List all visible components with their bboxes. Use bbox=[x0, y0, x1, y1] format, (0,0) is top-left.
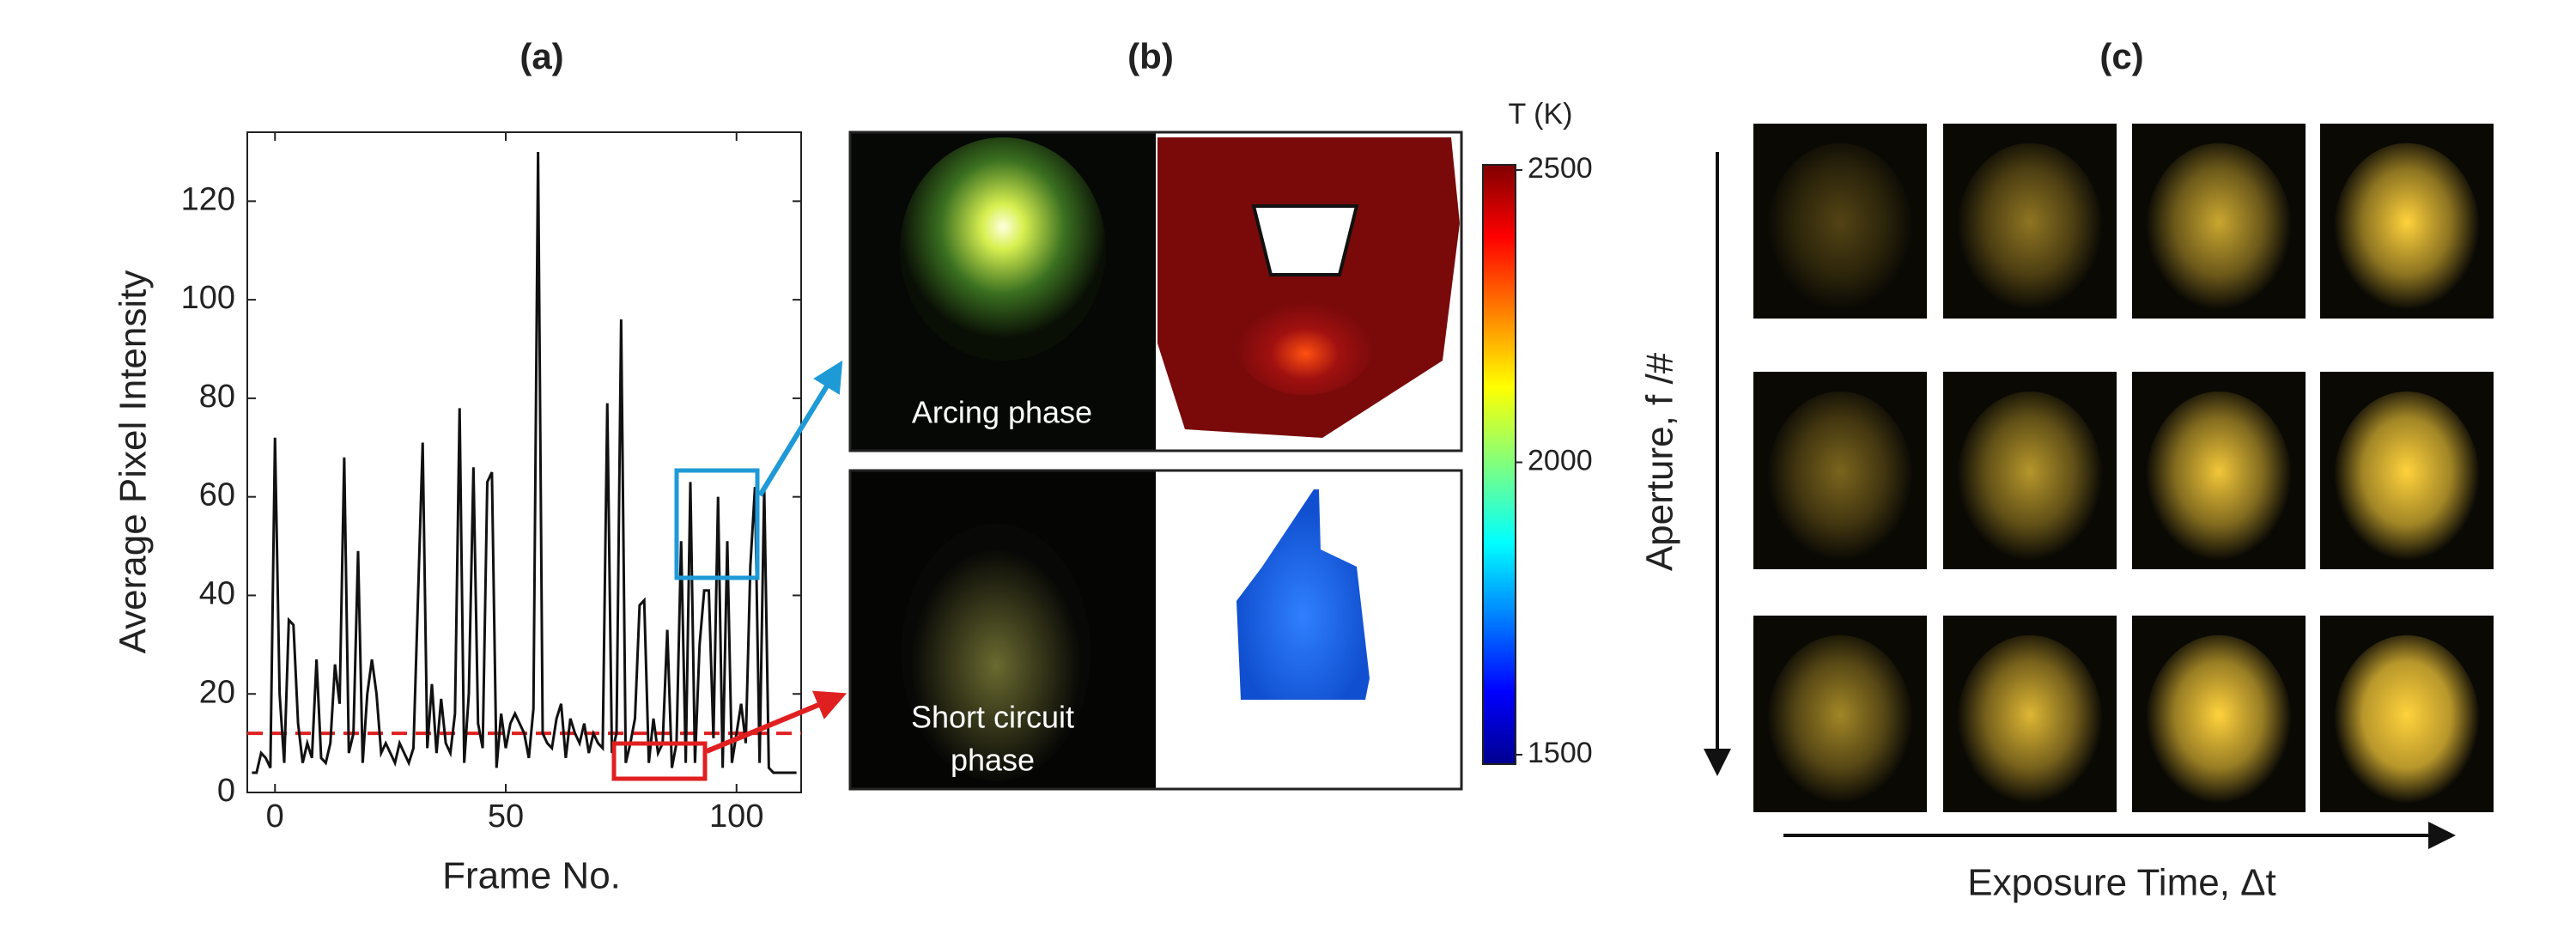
panel-title: (c) bbox=[2099, 36, 2143, 76]
image-label: Arcing phase bbox=[912, 395, 1092, 430]
image bbox=[1767, 634, 1913, 812]
image bbox=[2334, 634, 2480, 812]
image bbox=[1157, 137, 1460, 438]
image bbox=[2146, 392, 2292, 569]
arrow bbox=[757, 360, 843, 497]
colorbar-title: T (K) bbox=[1509, 98, 1573, 131]
image-label: Short circuit bbox=[911, 700, 1074, 735]
colorbar-tick-label: 2000 bbox=[1528, 444, 1593, 477]
colorbar-tick-label: 2500 bbox=[1528, 152, 1593, 185]
y-tick-label: 60 bbox=[199, 477, 235, 513]
image bbox=[1767, 143, 1913, 319]
image-frame bbox=[848, 131, 1463, 452]
image bbox=[2334, 143, 2480, 319]
y-tick-label: 0 bbox=[217, 773, 235, 809]
line bbox=[252, 151, 797, 774]
panel-b: (b) Arcing phase Short circuit phase T (… bbox=[705, 36, 1573, 791]
image bbox=[1236, 292, 1374, 395]
y-axis-label: Aperture, f /# bbox=[1639, 352, 1681, 571]
y-tick-label: 80 bbox=[199, 379, 235, 415]
image bbox=[2146, 634, 2292, 812]
image bbox=[900, 137, 1106, 361]
image-label: phase bbox=[951, 743, 1035, 778]
x-axis-label: Exposure Time, Δt bbox=[1967, 862, 2276, 904]
plot-frame bbox=[246, 131, 802, 793]
panel-title: (a) bbox=[519, 36, 563, 76]
arrow bbox=[705, 690, 848, 754]
highlight-box bbox=[674, 468, 760, 580]
panel-a: (a) Average Pixel Intensity Frame No. bbox=[112, 36, 802, 897]
colorbar bbox=[1482, 164, 1516, 765]
image bbox=[1957, 143, 2103, 319]
image bbox=[1957, 392, 2103, 569]
image bbox=[1767, 392, 1913, 569]
image bbox=[2146, 143, 2292, 319]
y-tick-label: 40 bbox=[199, 575, 235, 611]
y-axis-label: Average Pixel Intensity bbox=[112, 270, 155, 654]
x-tick-label: 50 bbox=[488, 798, 524, 835]
image bbox=[2334, 392, 2480, 569]
image bbox=[1236, 489, 1370, 700]
highlight-box bbox=[611, 741, 708, 781]
image bbox=[902, 524, 1091, 781]
image bbox=[1251, 204, 1359, 276]
x-tick-label: 100 bbox=[709, 798, 763, 835]
chart-a: 0 20 40 60 80 100 120 0 50 100 bbox=[181, 132, 801, 835]
panel-title: (b) bbox=[1127, 36, 1174, 76]
x-tick-label: 0 bbox=[266, 798, 284, 835]
x-axis-label: Frame No. bbox=[442, 855, 621, 897]
y-tick-label: 100 bbox=[181, 280, 235, 316]
y-tick-label: 120 bbox=[181, 181, 235, 217]
colorbar-tick-label: 1500 bbox=[1528, 737, 1593, 769]
colorbar-ticks: 1500 2000 2500 bbox=[1516, 152, 1593, 769]
image-grid bbox=[1753, 124, 2494, 812]
panel-c: (c) Aperture, f /# Exposure Time, Δt bbox=[1639, 36, 2494, 904]
image bbox=[1957, 634, 2103, 812]
image-frame bbox=[848, 469, 1463, 791]
y-tick-label: 20 bbox=[199, 674, 235, 710]
